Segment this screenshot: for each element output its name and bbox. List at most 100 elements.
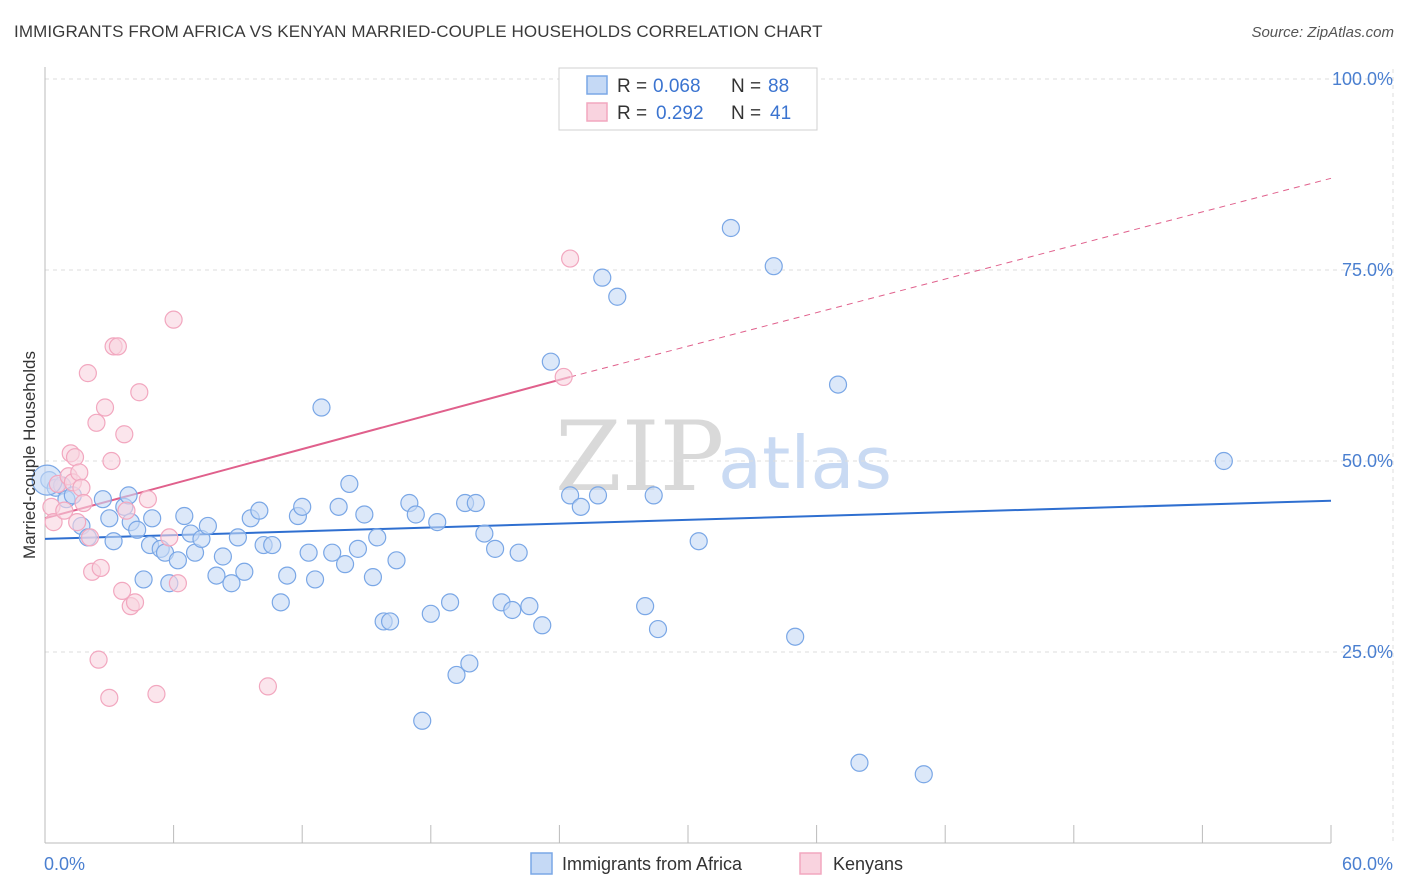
kenyan-point-1 [44, 513, 63, 532]
legend-r-label-1: R = [617, 76, 647, 97]
source-label: Source: ZipAtlas.com [1251, 24, 1394, 41]
africa-point-54 [406, 505, 425, 524]
africa-point-14 [134, 570, 153, 589]
africa-point-68 [520, 597, 539, 616]
africa-point-62 [466, 493, 485, 513]
africa-point-52 [387, 551, 406, 570]
africa-point-51 [380, 612, 400, 631]
y-tick-label-0: 100.0% [1332, 69, 1393, 89]
africa-point-70 [541, 352, 560, 371]
africa-point-69 [533, 616, 552, 635]
africa-point-26 [207, 566, 226, 585]
africa-point-30 [235, 562, 254, 581]
kenyan-point-22 [108, 337, 127, 356]
kenyan-point-16 [89, 650, 108, 669]
africa-point-82 [786, 627, 805, 646]
kenyan-point-7 [65, 448, 85, 467]
africa-point-86 [1214, 451, 1233, 471]
bottom-legend-swatch-pink [799, 852, 822, 875]
africa-point-29 [228, 528, 247, 547]
legend-swatch-pink [586, 102, 608, 122]
kenyan-point-24 [115, 425, 134, 444]
africa-point-16 [143, 509, 162, 528]
x-tick-label-right: 60.0% [1342, 854, 1393, 874]
chart-title: IMMIGRANTS FROM AFRICA VS KENYAN MARRIED… [14, 22, 823, 41]
bottom-legend-swatch-blue [530, 852, 553, 875]
kenyan-point-27 [125, 593, 145, 612]
africa-point-75 [608, 287, 627, 306]
africa-point-8 [100, 509, 119, 528]
kenyan-point-34 [258, 677, 278, 696]
bottom-legend-label-kenyans: Kenyans [833, 854, 903, 874]
legend-r-label-2: R = [617, 103, 647, 124]
data-points [31, 218, 1233, 784]
africa-point-66 [503, 600, 522, 620]
kenyan-point-32 [164, 310, 183, 329]
africa-point-27 [213, 547, 232, 566]
africa-point-57 [428, 513, 447, 532]
legend-n-label-2: N = [731, 103, 761, 124]
africa-point-85 [914, 765, 933, 784]
watermark-atlas: atlas [718, 421, 892, 505]
africa-point-55 [413, 711, 432, 730]
africa-point-64 [486, 539, 505, 558]
africa-point-78 [648, 619, 668, 639]
kenyan-point-25 [117, 501, 136, 520]
y-tick-labels: 100.0% 75.0% 50.0% 25.0% [1332, 69, 1393, 662]
axes [44, 67, 1332, 844]
africa-point-36 [278, 566, 297, 585]
africa-point-11 [119, 486, 138, 505]
africa-point-44 [335, 555, 355, 574]
africa-point-56 [421, 604, 440, 623]
africa-point-59 [447, 665, 466, 685]
africa-point-72 [571, 497, 590, 516]
y-tick-label-1: 75.0% [1342, 260, 1393, 280]
africa-point-63 [475, 524, 494, 543]
africa-point-77 [644, 486, 663, 505]
africa-point-47 [355, 505, 374, 524]
africa-point-34 [263, 535, 282, 555]
africa-point-58 [440, 593, 460, 612]
africa-point-83 [828, 375, 848, 394]
africa-point-7 [93, 490, 112, 509]
africa-point-21 [175, 506, 194, 526]
kenyan-point-11 [74, 493, 93, 513]
kenyan-point-23 [113, 581, 132, 600]
y-axis-label: Married-couple Households [20, 351, 39, 559]
africa-point-43 [329, 497, 348, 516]
kenyan-point-12 [78, 364, 97, 383]
kenyan-point-33 [168, 574, 187, 593]
bottom-legend-label-africa: Immigrants from Africa [562, 854, 743, 874]
kenyan-point-15 [87, 413, 106, 432]
kenyan-point-30 [147, 684, 166, 704]
trend-line-africa [44, 499, 1332, 540]
kenyan-point-31 [160, 528, 179, 547]
top-legend: R = 0.068 N = 88 R = 0.292 N = 41 [558, 67, 818, 131]
africa-point-39 [299, 543, 318, 562]
africa-point-76 [636, 597, 655, 616]
africa-point-35 [271, 593, 290, 612]
africa-point-38 [293, 497, 312, 516]
kenyan-point-17 [91, 558, 110, 578]
bottom-legend: Immigrants from Africa Kenyans [530, 852, 903, 875]
africa-point-71 [561, 486, 580, 505]
africa-point-79 [689, 532, 708, 551]
watermark-zip: ZIP [555, 401, 724, 513]
africa-point-74 [593, 268, 612, 287]
africa-point-13 [128, 520, 147, 539]
kenyan-point-35 [554, 367, 573, 387]
trend-line-kenyans-extrapolated [569, 177, 1332, 378]
kenyan-point-8 [68, 513, 87, 532]
africa-point-80 [721, 218, 740, 238]
kenyan-point-13 [80, 528, 100, 547]
legend-n-value-2: 41 [770, 103, 791, 124]
kenyan-point-3 [55, 501, 74, 520]
y-tick-label-3: 25.0% [1342, 642, 1393, 662]
africa-point-25 [198, 516, 217, 536]
africa-point-32 [250, 501, 269, 520]
legend-n-value-1: 88 [768, 76, 789, 97]
legend-n-label-1: N = [731, 76, 761, 97]
kenyan-point-36 [561, 249, 580, 268]
africa-point-67 [509, 543, 528, 562]
kenyan-point-10 [72, 478, 91, 497]
